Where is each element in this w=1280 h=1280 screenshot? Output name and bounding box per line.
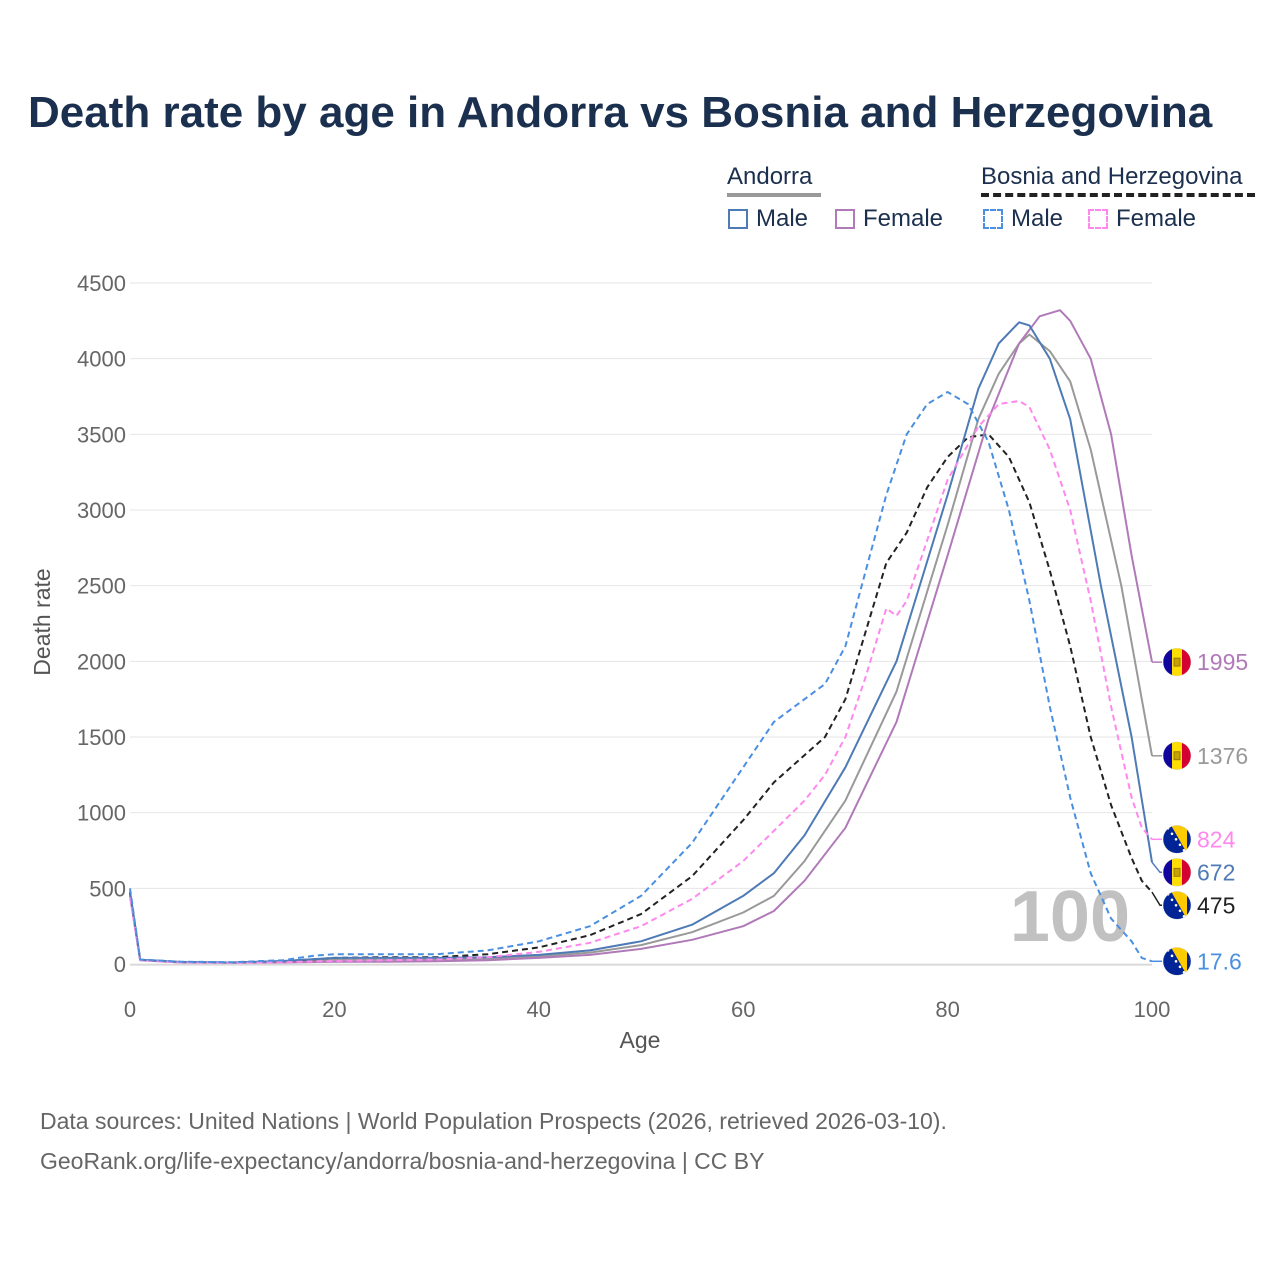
legend-bosnia-female-label: Female	[1116, 205, 1197, 232]
y-tick-label: 1500	[77, 725, 126, 750]
chart-plot: 100 050010001500200025003000350040004500…	[29, 271, 1248, 1053]
legend-andorra-male[interactable]: Male	[728, 205, 808, 233]
x-tick-label: 20	[322, 997, 346, 1022]
bosnia-flag-icon	[1162, 825, 1192, 854]
legend-group-bosnia[interactable]: Bosnia and Herzegovina	[981, 163, 1243, 190]
legend-andorra-female-label: Female	[863, 205, 944, 232]
series-line-bosnia-and-herzegovina-female[interactable]	[129, 400, 1153, 964]
y-tick-label: 3000	[77, 498, 126, 523]
x-tick-label: 0	[124, 997, 136, 1022]
legend-group-bosnia-line	[981, 193, 1255, 197]
year-watermark: 100	[1010, 877, 1130, 957]
axis-layer: 0 500 1000 1500 2000 2500 3000 3500 4000 4500 0 20 4…	[77, 271, 1170, 1022]
andorra-flag-icon	[1162, 858, 1192, 887]
legend-andorra-male-label: Male	[756, 205, 809, 232]
legend-bosnia-male[interactable]: Male	[983, 205, 1063, 233]
legend-andorra-female[interactable]: Female	[835, 205, 943, 233]
chart-title: Death rate by age in Andorra vs Bosnia a…	[28, 88, 1213, 137]
footer-sources: Data sources: United Nations | World Pop…	[40, 1108, 947, 1134]
end-label-layer: 1995 1376 824 672 475 17.6	[1151, 647, 1248, 976]
series-line-bosnia-and-herzegovina-total[interactable]	[129, 433, 1153, 964]
end-label-bosnia-and-herzegovina-female: 824	[1197, 826, 1236, 852]
y-axis-title: Death rate	[29, 568, 55, 675]
x-tick-label: 80	[935, 997, 959, 1022]
legend-group-andorra-line	[727, 193, 821, 197]
andorra-flag-icon	[1162, 647, 1192, 677]
y-tick-label: 2000	[77, 649, 126, 674]
y-tick-label: 0	[114, 952, 126, 977]
series-line-bosnia-and-herzegovina-male[interactable]	[129, 391, 1153, 964]
end-label-leader	[1151, 891, 1162, 907]
legend-andorra-male-swatch	[728, 209, 748, 229]
y-tick-label: 3500	[77, 422, 126, 447]
series-line-andorra-male[interactable]	[129, 321, 1153, 964]
bosnia-flag-icon	[1162, 947, 1192, 976]
footer-url: GeoRank.org/life-expectancy/andorra/bosn…	[40, 1148, 765, 1174]
end-label-andorra-total: 1376	[1197, 743, 1248, 769]
legend-andorra-female-swatch	[835, 209, 855, 229]
x-tick-label: 40	[527, 997, 551, 1022]
end-label-bosnia-and-herzegovina-male: 17.6	[1197, 948, 1242, 974]
x-axis-title: Age	[620, 1027, 661, 1053]
y-tick-label: 4000	[77, 347, 126, 372]
x-tick-label: 60	[731, 997, 755, 1022]
y-tick-label: 2500	[77, 574, 126, 599]
end-label-andorra-female: 1995	[1197, 649, 1248, 675]
legend-bosnia-male-label: Male	[1011, 205, 1064, 232]
y-tick-label: 500	[89, 876, 126, 901]
series-line-andorra-female[interactable]	[129, 309, 1153, 964]
end-label-leader	[1151, 861, 1162, 874]
grid-layer	[130, 282, 1152, 965]
x-tick-label: 100	[1134, 997, 1171, 1022]
y-tick-label: 1000	[77, 801, 126, 826]
bosnia-flag-icon	[1162, 891, 1192, 920]
end-label-andorra-male: 672	[1197, 859, 1235, 885]
end-label-bosnia-and-herzegovina-total: 475	[1197, 892, 1235, 918]
legend-bosnia-female-swatch	[1088, 209, 1108, 229]
andorra-flag-icon	[1162, 741, 1192, 771]
y-tick-label: 4500	[77, 271, 126, 296]
series-line-andorra-total[interactable]	[129, 333, 1153, 964]
legend-bosnia-male-swatch	[983, 209, 1003, 229]
legend-group-andorra[interactable]: Andorra	[727, 163, 813, 190]
series-layer	[129, 309, 1153, 964]
legend-bosnia-female[interactable]: Female	[1088, 205, 1196, 233]
